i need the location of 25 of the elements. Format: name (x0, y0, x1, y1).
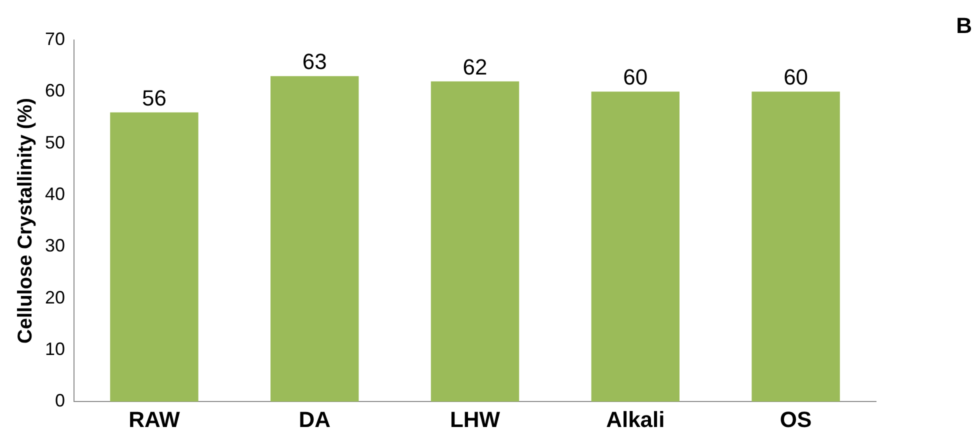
x-tick-label: RAW (128, 406, 180, 432)
bar (752, 92, 840, 402)
y-tick-label: 30 (44, 236, 66, 256)
x-tick-label: DA (298, 406, 331, 432)
y-tick-label: 70 (44, 28, 66, 49)
bar (270, 76, 359, 402)
y-tick-label: 0 (55, 390, 66, 411)
bar (591, 92, 680, 402)
data-label: 62 (462, 54, 488, 80)
y-axis-title: Cellulose Crystallinity (%) (14, 98, 37, 344)
y-tick-label: 10 (44, 338, 66, 359)
x-tick-label: LHW (450, 406, 500, 432)
y-tick-label: 20 (44, 287, 66, 308)
data-label: 60 (784, 64, 808, 90)
bar (110, 112, 198, 402)
data-label: 56 (142, 85, 166, 110)
x-tick-label: Alkali (606, 406, 665, 432)
data-label: 60 (623, 64, 648, 90)
text: B (956, 13, 972, 38)
y-tick-label: 50 (44, 132, 66, 152)
data-label: 63 (302, 49, 327, 74)
bar (430, 81, 520, 402)
y-tick-label: 40 (44, 184, 66, 204)
y-tick-label: 60 (44, 80, 66, 101)
x-tick-label: OS (780, 406, 812, 432)
